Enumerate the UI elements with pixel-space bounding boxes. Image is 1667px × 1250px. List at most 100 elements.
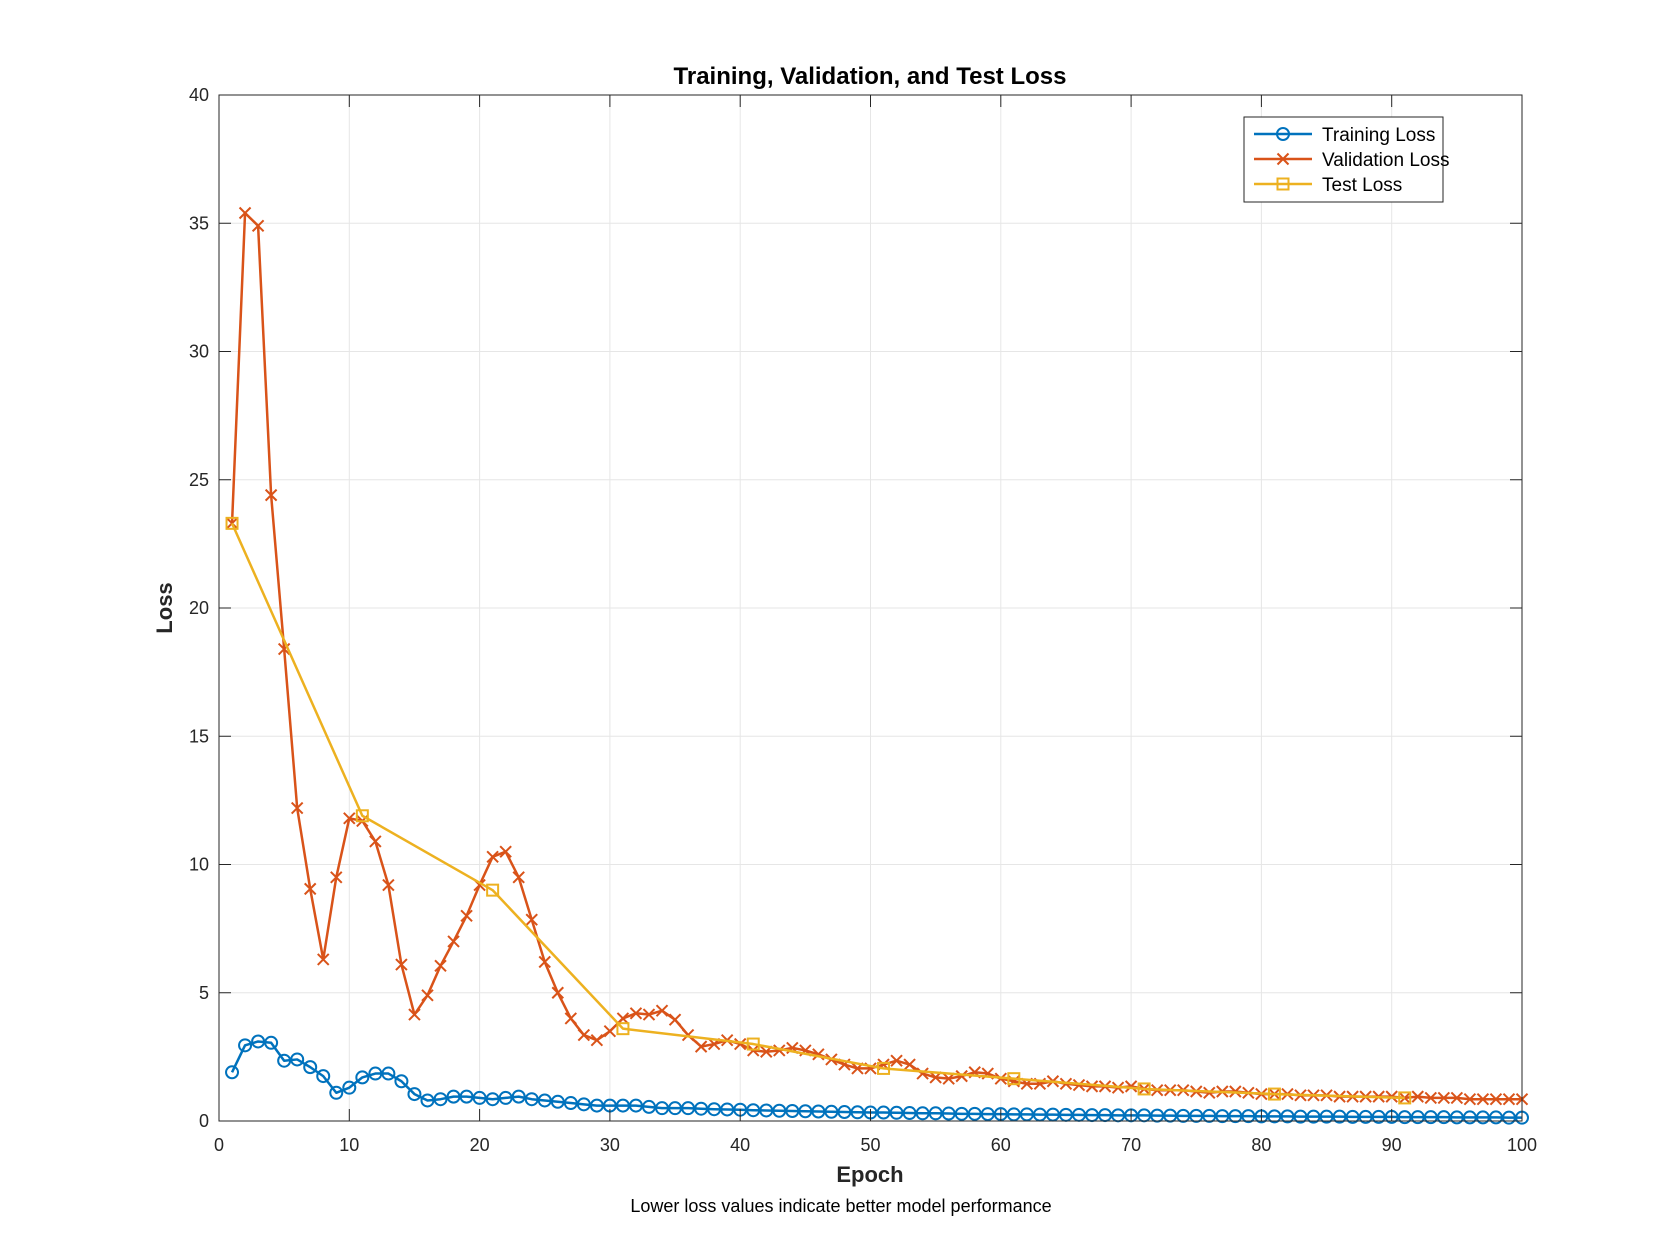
test-loss-point bbox=[616, 1022, 630, 1036]
x-axis-title: Epoch bbox=[836, 1162, 903, 1187]
x-tick-label: 0 bbox=[214, 1135, 224, 1155]
training-loss-point bbox=[615, 1098, 630, 1113]
training-loss-point bbox=[1267, 1109, 1282, 1124]
training-loss-point bbox=[1306, 1109, 1321, 1124]
training-loss-point bbox=[459, 1089, 474, 1104]
validation-loss-point bbox=[343, 812, 356, 825]
validation-loss-point bbox=[1437, 1091, 1451, 1105]
training-loss-point bbox=[1410, 1110, 1425, 1125]
training-loss-point bbox=[1176, 1108, 1191, 1123]
training-loss-point bbox=[655, 1101, 670, 1116]
training-loss-point bbox=[1228, 1109, 1243, 1124]
validation-loss-point-stroke-b bbox=[564, 1012, 578, 1025]
training-loss-point bbox=[785, 1103, 800, 1118]
validation-loss-point bbox=[1450, 1091, 1464, 1105]
legend-swatch-marker bbox=[1276, 177, 1290, 191]
validation-loss-point-stroke-b bbox=[1424, 1091, 1437, 1105]
training-loss-point bbox=[694, 1101, 709, 1116]
validation-loss-point bbox=[1072, 1078, 1086, 1092]
validation-loss-point-stroke-b bbox=[369, 835, 382, 848]
validation-loss-point bbox=[564, 1012, 578, 1025]
validation-loss-point-stroke-b bbox=[903, 1058, 916, 1071]
validation-loss-point bbox=[668, 1013, 682, 1026]
validation-loss-point bbox=[330, 871, 343, 884]
training-loss-point bbox=[1488, 1110, 1503, 1125]
training-loss-point bbox=[550, 1094, 565, 1109]
training-loss-point bbox=[524, 1092, 539, 1107]
test-loss-point bbox=[1137, 1082, 1151, 1096]
training-loss-point bbox=[811, 1104, 826, 1119]
validation-loss-point bbox=[616, 1012, 630, 1025]
training-loss-point bbox=[576, 1097, 591, 1112]
training-loss-point bbox=[980, 1107, 995, 1122]
validation-loss-point bbox=[538, 955, 551, 969]
validation-loss-point bbox=[499, 845, 512, 858]
validation-loss-point bbox=[1502, 1092, 1516, 1106]
validation-loss-point bbox=[1489, 1092, 1503, 1106]
validation-loss-point bbox=[251, 219, 265, 233]
validation-loss-point-stroke-b bbox=[551, 986, 564, 999]
validation-loss-point bbox=[551, 986, 564, 999]
validation-loss-point bbox=[395, 958, 408, 971]
training-loss-point bbox=[511, 1089, 526, 1104]
training-loss-point bbox=[1189, 1108, 1204, 1123]
training-loss-point bbox=[902, 1106, 917, 1121]
training-loss-point bbox=[1436, 1110, 1451, 1125]
test-loss-point bbox=[1398, 1091, 1412, 1105]
chart-title: Training, Validation, and Test Loss bbox=[674, 63, 1067, 90]
training-loss-point bbox=[1462, 1110, 1477, 1125]
validation-loss-point-stroke-b bbox=[343, 812, 356, 825]
chart-note: Lower loss values indicate better model … bbox=[630, 1196, 1051, 1216]
test-loss-line bbox=[230, 522, 1405, 1100]
x-tick-label: 40 bbox=[730, 1135, 750, 1155]
training-loss-point bbox=[303, 1060, 318, 1075]
y-tick-label: 30 bbox=[189, 342, 209, 362]
legend-entry-training-loss: Training Loss bbox=[1254, 125, 1435, 146]
validation-loss-point-stroke-b bbox=[1437, 1091, 1451, 1105]
validation-loss-point-stroke-b bbox=[890, 1054, 903, 1067]
validation-loss-point-stroke-b bbox=[1502, 1092, 1516, 1106]
x-tick-label: 10 bbox=[339, 1135, 359, 1155]
training-loss-point bbox=[1241, 1109, 1256, 1124]
training-loss-point bbox=[472, 1090, 487, 1105]
validation-loss-point-stroke-b bbox=[238, 206, 252, 220]
validation-loss-point-stroke-b bbox=[955, 1069, 968, 1083]
validation-loss-point bbox=[408, 1008, 421, 1021]
validation-loss-point bbox=[733, 1037, 747, 1051]
validation-loss-point bbox=[1398, 1091, 1411, 1105]
training-loss-point bbox=[381, 1066, 396, 1081]
training-loss-point bbox=[1358, 1109, 1373, 1124]
validation-loss-point bbox=[890, 1054, 903, 1067]
legend-entry-test-loss: Test Loss bbox=[1254, 175, 1402, 196]
validation-loss-point-stroke-b bbox=[421, 989, 434, 1002]
validation-loss-point-stroke-b bbox=[525, 913, 538, 926]
training-loss-point bbox=[264, 1035, 279, 1050]
validation-loss-point bbox=[1203, 1086, 1216, 1099]
training-loss-point bbox=[1280, 1109, 1295, 1124]
validation-loss-point-stroke-b bbox=[317, 953, 330, 966]
training-loss-point bbox=[368, 1066, 383, 1081]
validation-loss-point-stroke-b bbox=[668, 1013, 682, 1026]
validation-loss-point bbox=[655, 1004, 669, 1017]
training-loss-point bbox=[759, 1103, 774, 1118]
x-tick-label: 90 bbox=[1382, 1135, 1402, 1155]
validation-loss-point-stroke-b bbox=[1203, 1086, 1216, 1099]
training-loss-point bbox=[342, 1080, 357, 1095]
training-loss-point bbox=[954, 1106, 969, 1121]
training-loss-point bbox=[928, 1106, 943, 1121]
training-loss-point bbox=[707, 1102, 722, 1117]
validation-loss-point-stroke-b bbox=[616, 1012, 630, 1025]
validation-loss-point-stroke-b bbox=[512, 871, 525, 884]
validation-loss-point bbox=[1085, 1080, 1099, 1093]
validation-loss-point bbox=[642, 1008, 656, 1021]
legend: Training Loss Validation Loss Test Loss bbox=[1243, 116, 1449, 203]
training-loss-point bbox=[668, 1101, 683, 1116]
x-tick-label: 70 bbox=[1121, 1135, 1141, 1155]
training-loss-point bbox=[433, 1092, 448, 1107]
training-loss-point bbox=[1006, 1107, 1021, 1122]
axis-ticks: 0 10 20 30 40 50 60 70 80 90 100 0 5 10 15 20 25 30 35 40 bbox=[189, 85, 1537, 1155]
validation-loss-point bbox=[916, 1067, 929, 1080]
validation-loss-point-stroke-b bbox=[1124, 1080, 1138, 1093]
validation-loss-point bbox=[277, 642, 291, 656]
validation-loss-point-stroke-b bbox=[1489, 1092, 1503, 1106]
